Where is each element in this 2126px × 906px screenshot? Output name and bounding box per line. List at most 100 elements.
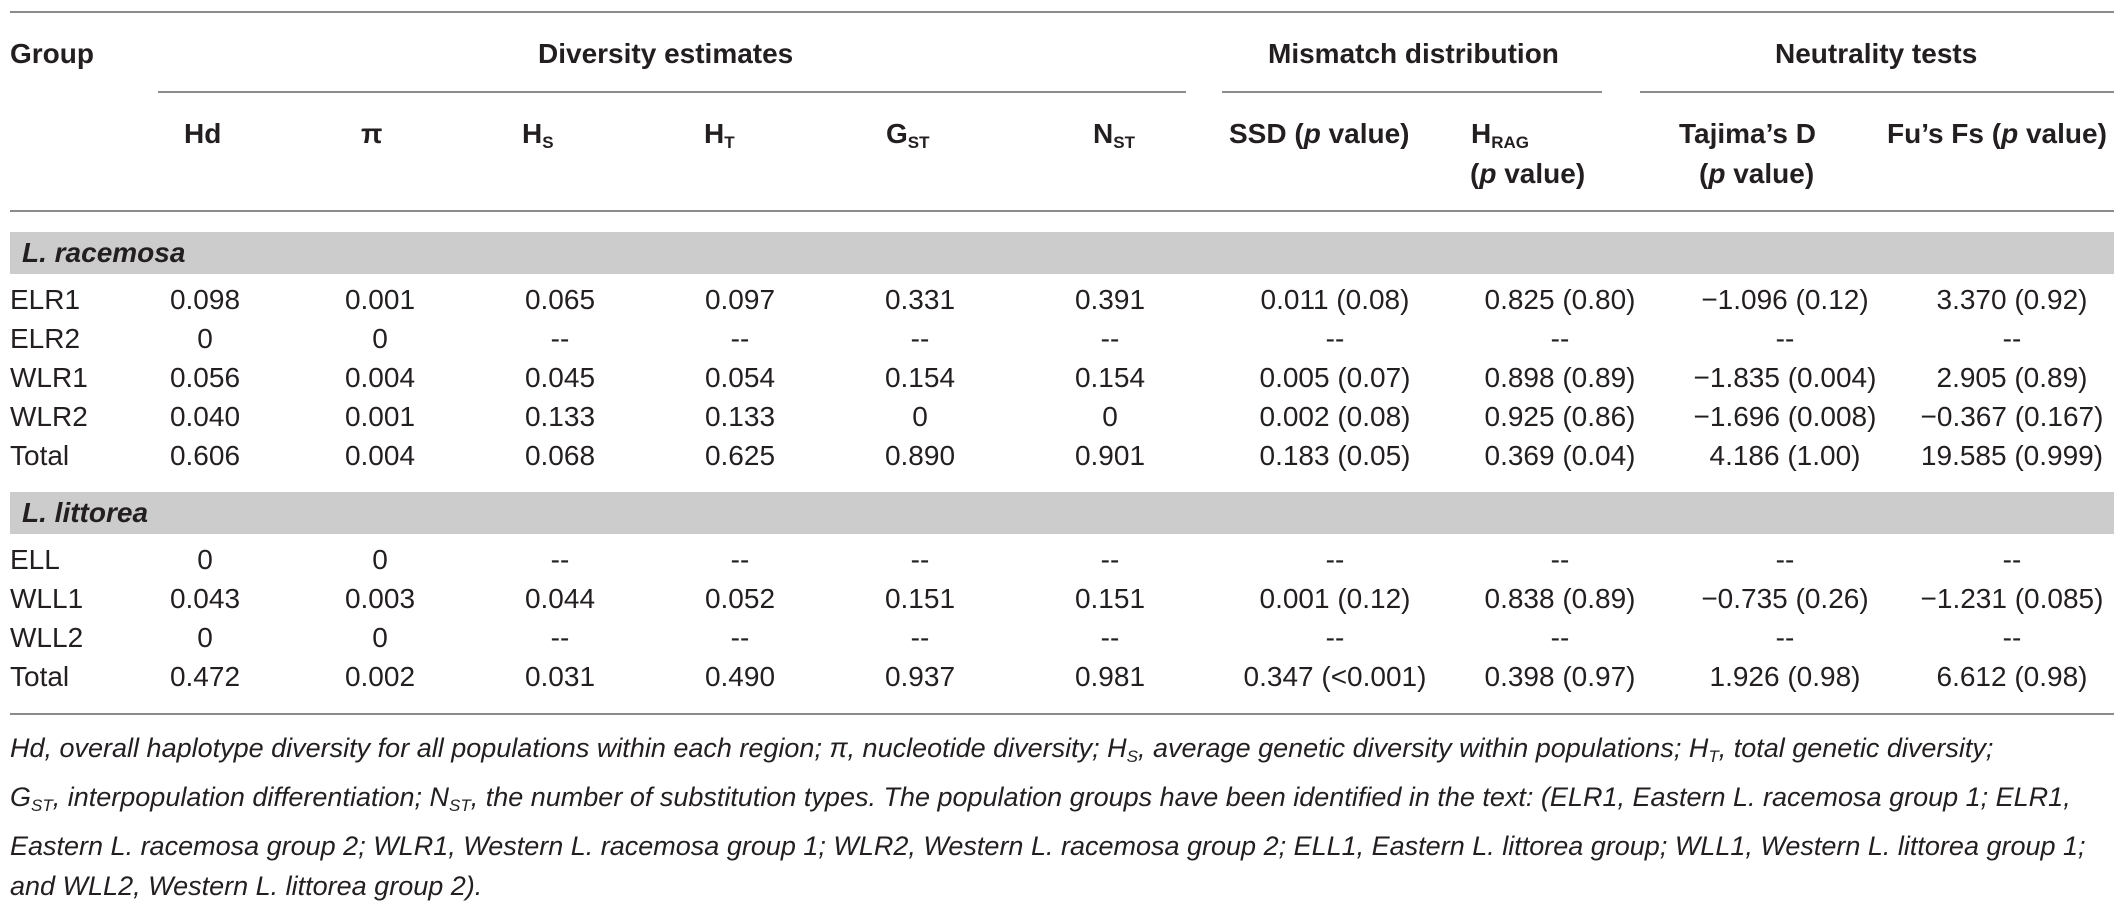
value-cell: 0.001 — [344, 400, 416, 432]
value-cell: 1.926 (0.98) — [1709, 660, 1861, 692]
value-cell: -- — [1100, 322, 1120, 354]
header-pi: π — [361, 118, 383, 149]
value-cell: 0.183 (0.05) — [1259, 439, 1411, 471]
header-tajima: Tajima’s D — [1679, 118, 1816, 149]
table-row: WLR1 0.056 0.004 0.045 0.054 0.154 0.154 0.005 … — [10, 358, 2114, 397]
group-cell: WLL2 — [10, 621, 84, 653]
rule-diversity — [158, 91, 1186, 93]
value-cell: -- — [1100, 621, 1120, 653]
header-rule — [10, 210, 2114, 212]
value-cell: 0 — [1102, 400, 1118, 432]
table-figure: Group Diversity estimates Mismatch distr… — [10, 0, 2114, 901]
header-tajima-pvalue: (p value) — [1699, 158, 1815, 189]
value-cell: −1.096 (0.12) — [1701, 283, 1869, 315]
value-cell: 0.044 — [524, 582, 596, 614]
table-row: WLL2 0 0 -- -- -- -- -- -- -- -- — [10, 618, 2114, 657]
value-cell: 0.004 — [344, 439, 416, 471]
header-gst: GST — [886, 118, 930, 152]
value-cell: 0.001 (0.12) — [1259, 582, 1411, 614]
section-band-racemosa: L. racemosa — [10, 232, 2114, 274]
value-cell: −0.735 (0.26) — [1701, 582, 1869, 614]
value-cell: −1.696 (0.008) — [1693, 400, 1877, 432]
value-cell: −1.835 (0.004) — [1693, 361, 1877, 393]
group-cell: ELR1 — [10, 283, 81, 315]
value-cell: -- — [550, 543, 570, 575]
section-title: L. littorea — [22, 497, 149, 528]
value-cell: 0 — [197, 621, 213, 653]
value-cell: 0.391 — [1074, 283, 1146, 315]
value-cell: -- — [1550, 621, 1570, 653]
header-ssd: SSD (p value) — [1229, 118, 1410, 149]
table-row: ELL 0 0 -- -- -- -- -- -- -- -- — [10, 540, 2114, 579]
value-cell: −0.367 (0.167) — [1920, 400, 2104, 432]
rule-mismatch — [1222, 91, 1602, 93]
value-cell: 0.490 — [704, 660, 776, 692]
value-cell: 0.151 — [884, 582, 956, 614]
value-cell: -- — [550, 621, 570, 653]
value-cell: 0.040 — [169, 400, 241, 432]
value-cell: 0.005 (0.07) — [1259, 361, 1411, 393]
value-cell: -- — [730, 322, 750, 354]
group-cell: WLR2 — [10, 400, 88, 432]
value-cell: 0 — [372, 322, 388, 354]
value-cell: 0.003 — [344, 582, 416, 614]
value-cell: -- — [1325, 621, 1345, 653]
value-cell: 0.825 (0.80) — [1484, 283, 1636, 315]
table-row: Total 0.472 0.002 0.031 0.490 0.937 0.981 0.347… — [10, 657, 2114, 696]
value-cell: 0.004 — [344, 361, 416, 393]
value-cell: -- — [1550, 543, 1570, 575]
header-hrag: HRAG — [1471, 118, 1530, 152]
value-cell: 6.612 (0.98) — [1936, 660, 2088, 692]
value-cell: -- — [730, 621, 750, 653]
value-cell: 0.901 — [1074, 439, 1146, 471]
value-cell: 0.154 — [884, 361, 956, 393]
value-cell: -- — [1550, 322, 1570, 354]
group-cell: Total — [10, 660, 70, 692]
header-group: Group — [10, 38, 94, 69]
header-mismatch-distribution: Mismatch distribution — [1268, 38, 1559, 69]
value-cell: 0.898 (0.89) — [1484, 361, 1636, 393]
value-cell: 3.370 (0.92) — [1936, 283, 2088, 315]
value-cell: 0.133 — [704, 400, 776, 432]
value-cell: 0.398 (0.97) — [1484, 660, 1636, 692]
value-cell: 0 — [197, 543, 213, 575]
value-cell: -- — [910, 322, 930, 354]
value-cell: 0.838 (0.89) — [1484, 582, 1636, 614]
header-ht: HT — [704, 118, 735, 152]
value-cell: 0.151 — [1074, 582, 1146, 614]
value-cell: -- — [2002, 543, 2022, 575]
value-cell: 0.133 — [524, 400, 596, 432]
value-cell: 0 — [912, 400, 928, 432]
value-cell: 0.001 — [344, 283, 416, 315]
rule-neutrality — [1640, 91, 2114, 93]
value-cell: -- — [2002, 322, 2022, 354]
header-hrag-pvalue: (p value) — [1470, 158, 1586, 189]
value-cell: 0.606 — [169, 439, 241, 471]
value-cell: 0.925 (0.86) — [1484, 400, 1636, 432]
value-cell: -- — [550, 322, 570, 354]
group-cell: WLR1 — [10, 361, 88, 393]
value-cell: -- — [1100, 543, 1120, 575]
header-neutrality-tests: Neutrality tests — [1775, 38, 1978, 69]
value-cell: 0.065 — [524, 283, 596, 315]
value-cell: 2.905 (0.89) — [1936, 361, 2088, 393]
value-cell: -- — [1325, 322, 1345, 354]
group-cell: Total — [10, 439, 70, 471]
group-cell: ELR2 — [10, 322, 81, 354]
value-cell: 0.011 (0.08) — [1260, 283, 1410, 315]
value-cell: 0.890 — [884, 439, 956, 471]
value-cell: 0.043 — [169, 582, 241, 614]
value-cell: 0.054 — [704, 361, 776, 393]
top-rule — [10, 11, 2114, 13]
value-cell: -- — [2002, 621, 2022, 653]
value-cell: 0.031 — [524, 660, 596, 692]
value-cell: 0.097 — [704, 283, 776, 315]
header-diversity-estimates: Diversity estimates — [538, 38, 794, 69]
value-cell: 0.002 — [344, 660, 416, 692]
value-cell: 0.369 (0.04) — [1484, 439, 1636, 471]
racemosa-rows: ELR1 0.098 0.001 0.065 0.097 0.331 0.391 0.011 … — [10, 280, 2114, 475]
table-row: ELR1 0.098 0.001 0.065 0.097 0.331 0.391 0.011 … — [10, 280, 2114, 319]
value-cell: 0 — [197, 322, 213, 354]
value-cell: 4.186 (1.00) — [1709, 439, 1861, 471]
table-row: Total 0.606 0.004 0.068 0.625 0.890 0.901 0.183… — [10, 436, 2114, 475]
